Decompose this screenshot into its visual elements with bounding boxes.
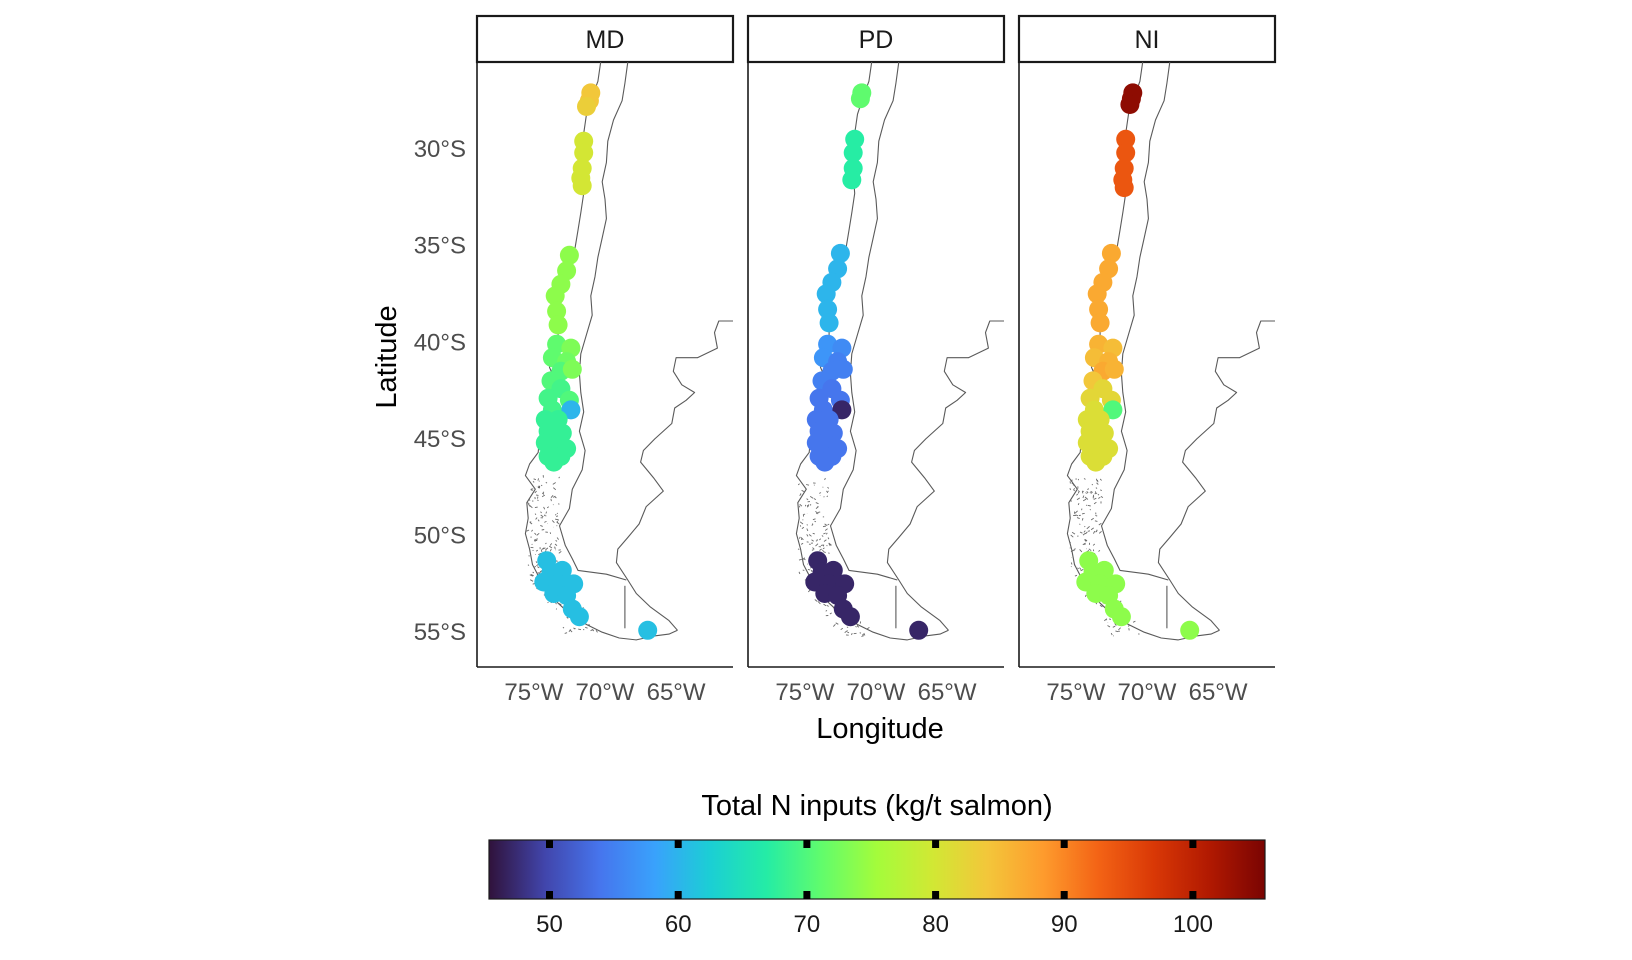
x-tick-label: 65°W: [918, 679, 977, 706]
country-border: [1100, 62, 1171, 581]
y-tick-label: 30°S: [414, 136, 466, 163]
data-point: [1114, 178, 1134, 198]
facet-strip-label: MD: [586, 26, 625, 54]
y-tick-label: 55°S: [414, 619, 466, 646]
country-border: [558, 62, 629, 581]
data-point: [574, 143, 594, 163]
colorbar-tick-top: [803, 840, 811, 848]
data-point: [577, 97, 596, 116]
map-base: [524, 62, 733, 641]
data-point: [842, 170, 862, 190]
x-tick-label: 70°W: [847, 679, 906, 706]
x-axis-title: Longitude: [816, 713, 943, 745]
data-point: [1104, 359, 1124, 379]
colorbar-tick-bottom: [1060, 891, 1068, 899]
coastline-east: [615, 320, 733, 631]
data-point: [1120, 95, 1140, 114]
facet-panel-ni: NI: [1017, 14, 1277, 641]
y-tick-label: 45°S: [414, 426, 466, 453]
facet-strip-label: NI: [1135, 26, 1160, 54]
axes-layer: 75°W 70°W 65°W 75°W 70°W 65°W 75°W 70°W 65°W 30°S…: [414, 62, 1275, 706]
colorbar-ticks: 50 60 70 80 90 100: [536, 840, 1213, 938]
facet-strip: [746, 14, 1006, 64]
data-point: [850, 89, 870, 109]
y-tick-label: 35°S: [414, 233, 466, 260]
data-point: [1180, 620, 1200, 640]
colorbar-label: 100: [1173, 911, 1213, 938]
data-point: [840, 607, 860, 627]
y-tick-label: 50°S: [414, 523, 466, 550]
colorbar-label: 80: [922, 911, 949, 938]
data-point: [1116, 129, 1136, 149]
colorbar-tick-top: [932, 840, 940, 848]
data-point: [638, 620, 658, 640]
colorbar-label: 50: [536, 911, 563, 938]
legend-title: Total N inputs (kg/t salmon): [701, 790, 1052, 822]
x-tick-label: 75°W: [775, 679, 834, 706]
x-tick-label: 65°W: [647, 679, 706, 706]
data-point: [559, 245, 579, 265]
facet-strip: [1017, 14, 1277, 64]
data-point: [1086, 452, 1106, 472]
facets-layer: MD PD NI: [475, 14, 1277, 641]
colorbar-tick-bottom: [674, 891, 682, 899]
data-point: [544, 452, 564, 472]
x-tick-label: 70°W: [576, 679, 635, 706]
colorbar-tick-top: [1060, 840, 1068, 848]
country-border: [829, 62, 900, 581]
data-point: [816, 284, 836, 304]
data-point: [833, 359, 853, 379]
colorbar-tick-top: [1189, 840, 1197, 848]
facet-panel-pd: PD: [746, 14, 1006, 641]
coastline-east: [886, 320, 1004, 631]
facet-panel-md: MD: [475, 14, 735, 641]
colorbar-tick-bottom: [932, 891, 940, 899]
data-point: [843, 143, 863, 163]
color-legend: Total N inputs (kg/t salmon) 50 60 70 80 90 1…: [488, 790, 1266, 938]
facet-strip: [475, 14, 735, 64]
colorbar-tick-bottom: [546, 891, 553, 899]
data-point: [562, 359, 582, 379]
facet-strip-label: PD: [859, 26, 894, 54]
data-point: [1116, 143, 1136, 163]
data-point: [569, 607, 589, 627]
colorbar-tick-top: [674, 840, 682, 848]
map-base: [795, 62, 1004, 641]
y-axis-title: Latitude: [371, 305, 403, 408]
colorbar: [488, 839, 1266, 900]
x-tick-label: 75°W: [1046, 679, 1105, 706]
data-point: [819, 313, 839, 333]
data-point: [909, 620, 929, 640]
coastline-east: [1157, 320, 1275, 631]
y-tick-label: 40°S: [414, 329, 466, 356]
colorbar-label: 90: [1051, 911, 1078, 938]
colorbar-tick-bottom: [1189, 891, 1197, 899]
x-tick-label: 65°W: [1189, 679, 1248, 706]
data-point: [1101, 243, 1121, 263]
colorbar-tick-top: [546, 840, 553, 848]
data-point: [1111, 607, 1131, 627]
data-point: [1087, 284, 1107, 304]
map-base: [1066, 62, 1275, 641]
data-point: [830, 243, 850, 263]
data-point: [1090, 313, 1110, 333]
data-point: [572, 176, 592, 196]
data-point: [548, 315, 568, 335]
archipelago: [526, 475, 598, 634]
x-tick-label: 70°W: [1118, 679, 1177, 706]
colorbar-label: 70: [794, 911, 821, 938]
colorbar-tick-bottom: [803, 891, 811, 899]
data-point: [545, 286, 565, 306]
data-point: [815, 452, 835, 472]
x-tick-label: 75°W: [504, 679, 563, 706]
colorbar-label: 60: [665, 911, 692, 938]
